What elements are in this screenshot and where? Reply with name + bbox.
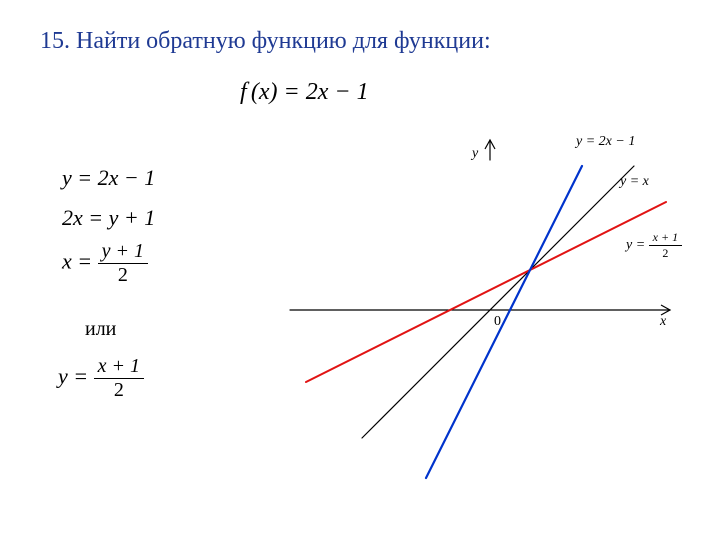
origin-label: 0	[494, 314, 501, 330]
coordinate-graph: y x 0 y = 2x − 1 y = x y = x + 1 2	[290, 130, 690, 460]
derivation-step-3: x = y + 1 2	[62, 240, 148, 287]
derivation-step-4: y = x + 1 2	[58, 355, 144, 402]
y-axis-label: y	[472, 146, 478, 162]
derivation-step-1: y = 2x − 1	[62, 165, 155, 191]
derivation-step-2: 2x = y + 1	[62, 205, 155, 231]
black-line-label: y = x	[620, 174, 649, 190]
x-axis-label: x	[660, 314, 666, 330]
or-label: или	[85, 318, 116, 341]
main-equation: f (x) = 2x − 1	[240, 75, 369, 106]
blue-line-label: y = 2x − 1	[576, 134, 635, 150]
red-line-label: y = x + 1 2	[626, 230, 682, 261]
problem-title: 15. Найти обратную функцию для функции:	[40, 28, 491, 55]
